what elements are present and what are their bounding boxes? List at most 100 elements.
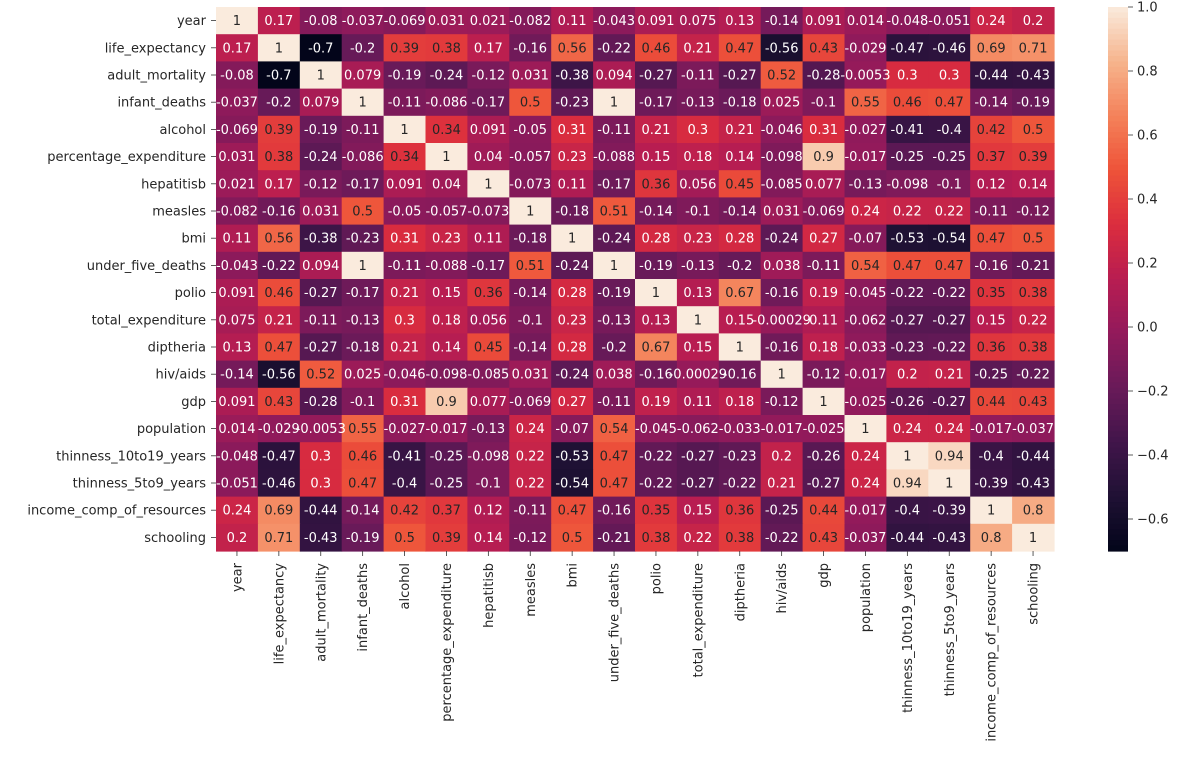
cell-annotation: -0.16: [723, 368, 757, 383]
heatmap-cell-percentage-expenditure-bmi: [551, 143, 594, 171]
heatmap-cell-population-diptheria: [718, 415, 762, 443]
y-tick-label-total-expenditure: total_expenditure: [92, 313, 206, 328]
colorbar-segment: [1108, 512, 1128, 519]
heatmap-cell-polio-infant-deaths: [341, 279, 385, 307]
y-tick-label-population: population: [137, 422, 206, 437]
x-tick-label-percentage-expenditure: percentage_expenditure: [440, 563, 455, 722]
cell-annotation: -0.11: [388, 259, 422, 274]
heatmap-cell-measles-under-five-deaths: [593, 197, 636, 226]
heatmap-cell-polio-year: [216, 279, 259, 307]
cell-annotation: 0.47: [600, 449, 629, 464]
cell-annotation: 0.67: [641, 341, 670, 356]
x-tick-label-measles: measles: [524, 563, 539, 617]
cell-annotation: -0.24: [304, 150, 338, 165]
cell-annotation: 0.45: [474, 341, 503, 356]
heatmap-cell-measles-bmi: [551, 197, 594, 226]
cell-annotation: 0.077: [805, 177, 842, 192]
heatmap-cell-alcohol-year: [216, 115, 259, 144]
heatmap-cell-bmi-adult-mortality: [299, 224, 343, 253]
heatmap-cell-income-comp-of-resources-gdp: [802, 496, 846, 525]
x-tick-label-hepatitisb: hepatitisb: [482, 563, 497, 628]
heatmap-cell-total-expenditure-population: [844, 306, 887, 334]
heatmap-cell-infant-deaths-percentage-expenditure: [425, 88, 468, 117]
cell-annotation: 1: [610, 96, 618, 111]
x-tick-label-thinness-5to9-years: thinness_5to9_years: [943, 563, 958, 697]
cell-annotation: 0.17: [264, 177, 293, 192]
cell-annotation: -0.051: [928, 14, 970, 29]
heatmap-cell-thinness-10to19-years-adult-mortality: [299, 442, 343, 470]
cell-annotation: 0.22: [1019, 313, 1048, 328]
cell-annotation: 1: [275, 41, 283, 56]
cell-annotation: 0.38: [1019, 341, 1048, 356]
cell-annotation: 0.031: [218, 150, 255, 165]
heatmap-cell-hepatitisb-year: [216, 170, 259, 198]
heatmap-cell-population-measles: [509, 415, 552, 443]
heatmap-cell-population-under-five-deaths: [593, 415, 636, 443]
y-tick-label-alcohol: alcohol: [160, 123, 206, 138]
colorbar-segment: [1108, 496, 1128, 503]
heatmap-cell-alcohol-infant-deaths: [341, 115, 385, 144]
cell-annotation: 1: [945, 477, 953, 492]
heatmap-cell-hepatitisb-schooling: [1012, 170, 1055, 198]
cell-annotation: 1: [652, 286, 660, 301]
heatmap-cell-percentage-expenditure-life-expectancy: [257, 143, 301, 171]
heatmap-cell-thinness-5to9-years-adult-mortality: [299, 469, 343, 498]
cell-annotation: -0.11: [513, 504, 547, 519]
heatmap-cell-life-expectancy-gdp: [802, 34, 846, 62]
cell-annotation: -0.2: [266, 96, 291, 111]
heatmap-cell-thinness-5to9-years-hiv-aids: [760, 469, 804, 498]
heatmap-cell-diptheria-percentage-expenditure: [425, 333, 468, 362]
heatmap-cell-population-thinness-5to9-years: [928, 415, 971, 443]
heatmap-cell-year-thinness-10to19-years: [886, 7, 929, 35]
cell-annotation: -0.029: [844, 41, 886, 56]
x-tick-label-hiv-aids: hiv/aids: [775, 563, 790, 614]
cell-annotation: 0.15: [725, 313, 754, 328]
heatmap-cell-gdp-life-expectancy: [257, 387, 301, 416]
heatmap-cell-total-expenditure-hepatitisb: [467, 306, 510, 334]
heatmap-cell-diptheria-alcohol: [383, 333, 427, 362]
heatmap-cell-year-hiv-aids: [760, 7, 804, 35]
cell-annotation: -0.12: [513, 531, 547, 546]
heatmap-cell-life-expectancy-thinness-5to9-years: [928, 34, 971, 62]
cell-annotation: 1: [736, 341, 744, 356]
cell-annotation: -0.19: [388, 69, 422, 84]
cell-annotation: -0.24: [555, 259, 589, 274]
colorbar-segment: [1108, 202, 1128, 209]
heatmap-cell-measles-year: [216, 197, 259, 226]
heatmap-cell-thinness-5to9-years-schooling: [1012, 469, 1055, 498]
y-tick-label-under-five-deaths: under_five_deaths: [87, 259, 207, 274]
heatmap-cell-hiv-aids-adult-mortality: [299, 360, 343, 389]
cell-annotation: 0.5: [520, 96, 541, 111]
heatmap-cell-bmi-income-comp-of-resources: [970, 224, 1013, 253]
heatmap-cell-gdp-measles: [509, 387, 552, 416]
heatmap-cell-under-five-deaths-income-comp-of-resources: [970, 251, 1013, 280]
heatmap-cell-gdp-gdp: [802, 387, 846, 416]
cell-annotation: 0.3: [310, 477, 331, 492]
cell-annotation: 0.13: [725, 14, 754, 29]
cell-annotation: -0.23: [891, 341, 925, 356]
cell-annotation: 0.23: [558, 150, 587, 165]
heatmap-cell-percentage-expenditure-hepatitisb: [467, 143, 510, 171]
cell-annotation: -0.017: [844, 504, 886, 519]
colorbar-segment: [1108, 246, 1128, 253]
cell-annotation: -0.28: [304, 395, 338, 410]
cell-annotation: -0.085: [467, 368, 509, 383]
cell-annotation: -0.14: [346, 504, 380, 519]
cell-annotation: 0.15: [641, 150, 670, 165]
heatmap-cell-hepatitisb-percentage-expenditure: [425, 170, 468, 198]
colorbar-segment: [1108, 143, 1128, 150]
cell-annotation: 0.46: [348, 449, 377, 464]
heatmap-cell-total-expenditure-thinness-5to9-years: [928, 306, 971, 334]
heatmap-cell-under-five-deaths-infant-deaths: [341, 251, 385, 280]
heatmap-cell-thinness-5to9-years-measles: [509, 469, 552, 498]
cell-annotation: -0.017: [970, 422, 1012, 437]
cell-annotation: 0.18: [683, 150, 712, 165]
cell-annotation: -0.4: [895, 504, 920, 519]
cell-annotation: -0.00029: [669, 368, 727, 383]
colorbar-segment: [1108, 186, 1128, 193]
cell-annotation: -0.22: [597, 41, 631, 56]
cell-annotation: -0.27: [304, 286, 338, 301]
heatmap-cell-schooling-year: [216, 523, 259, 552]
colorbar-segment: [1108, 110, 1128, 117]
cell-annotation: -0.25: [430, 449, 464, 464]
